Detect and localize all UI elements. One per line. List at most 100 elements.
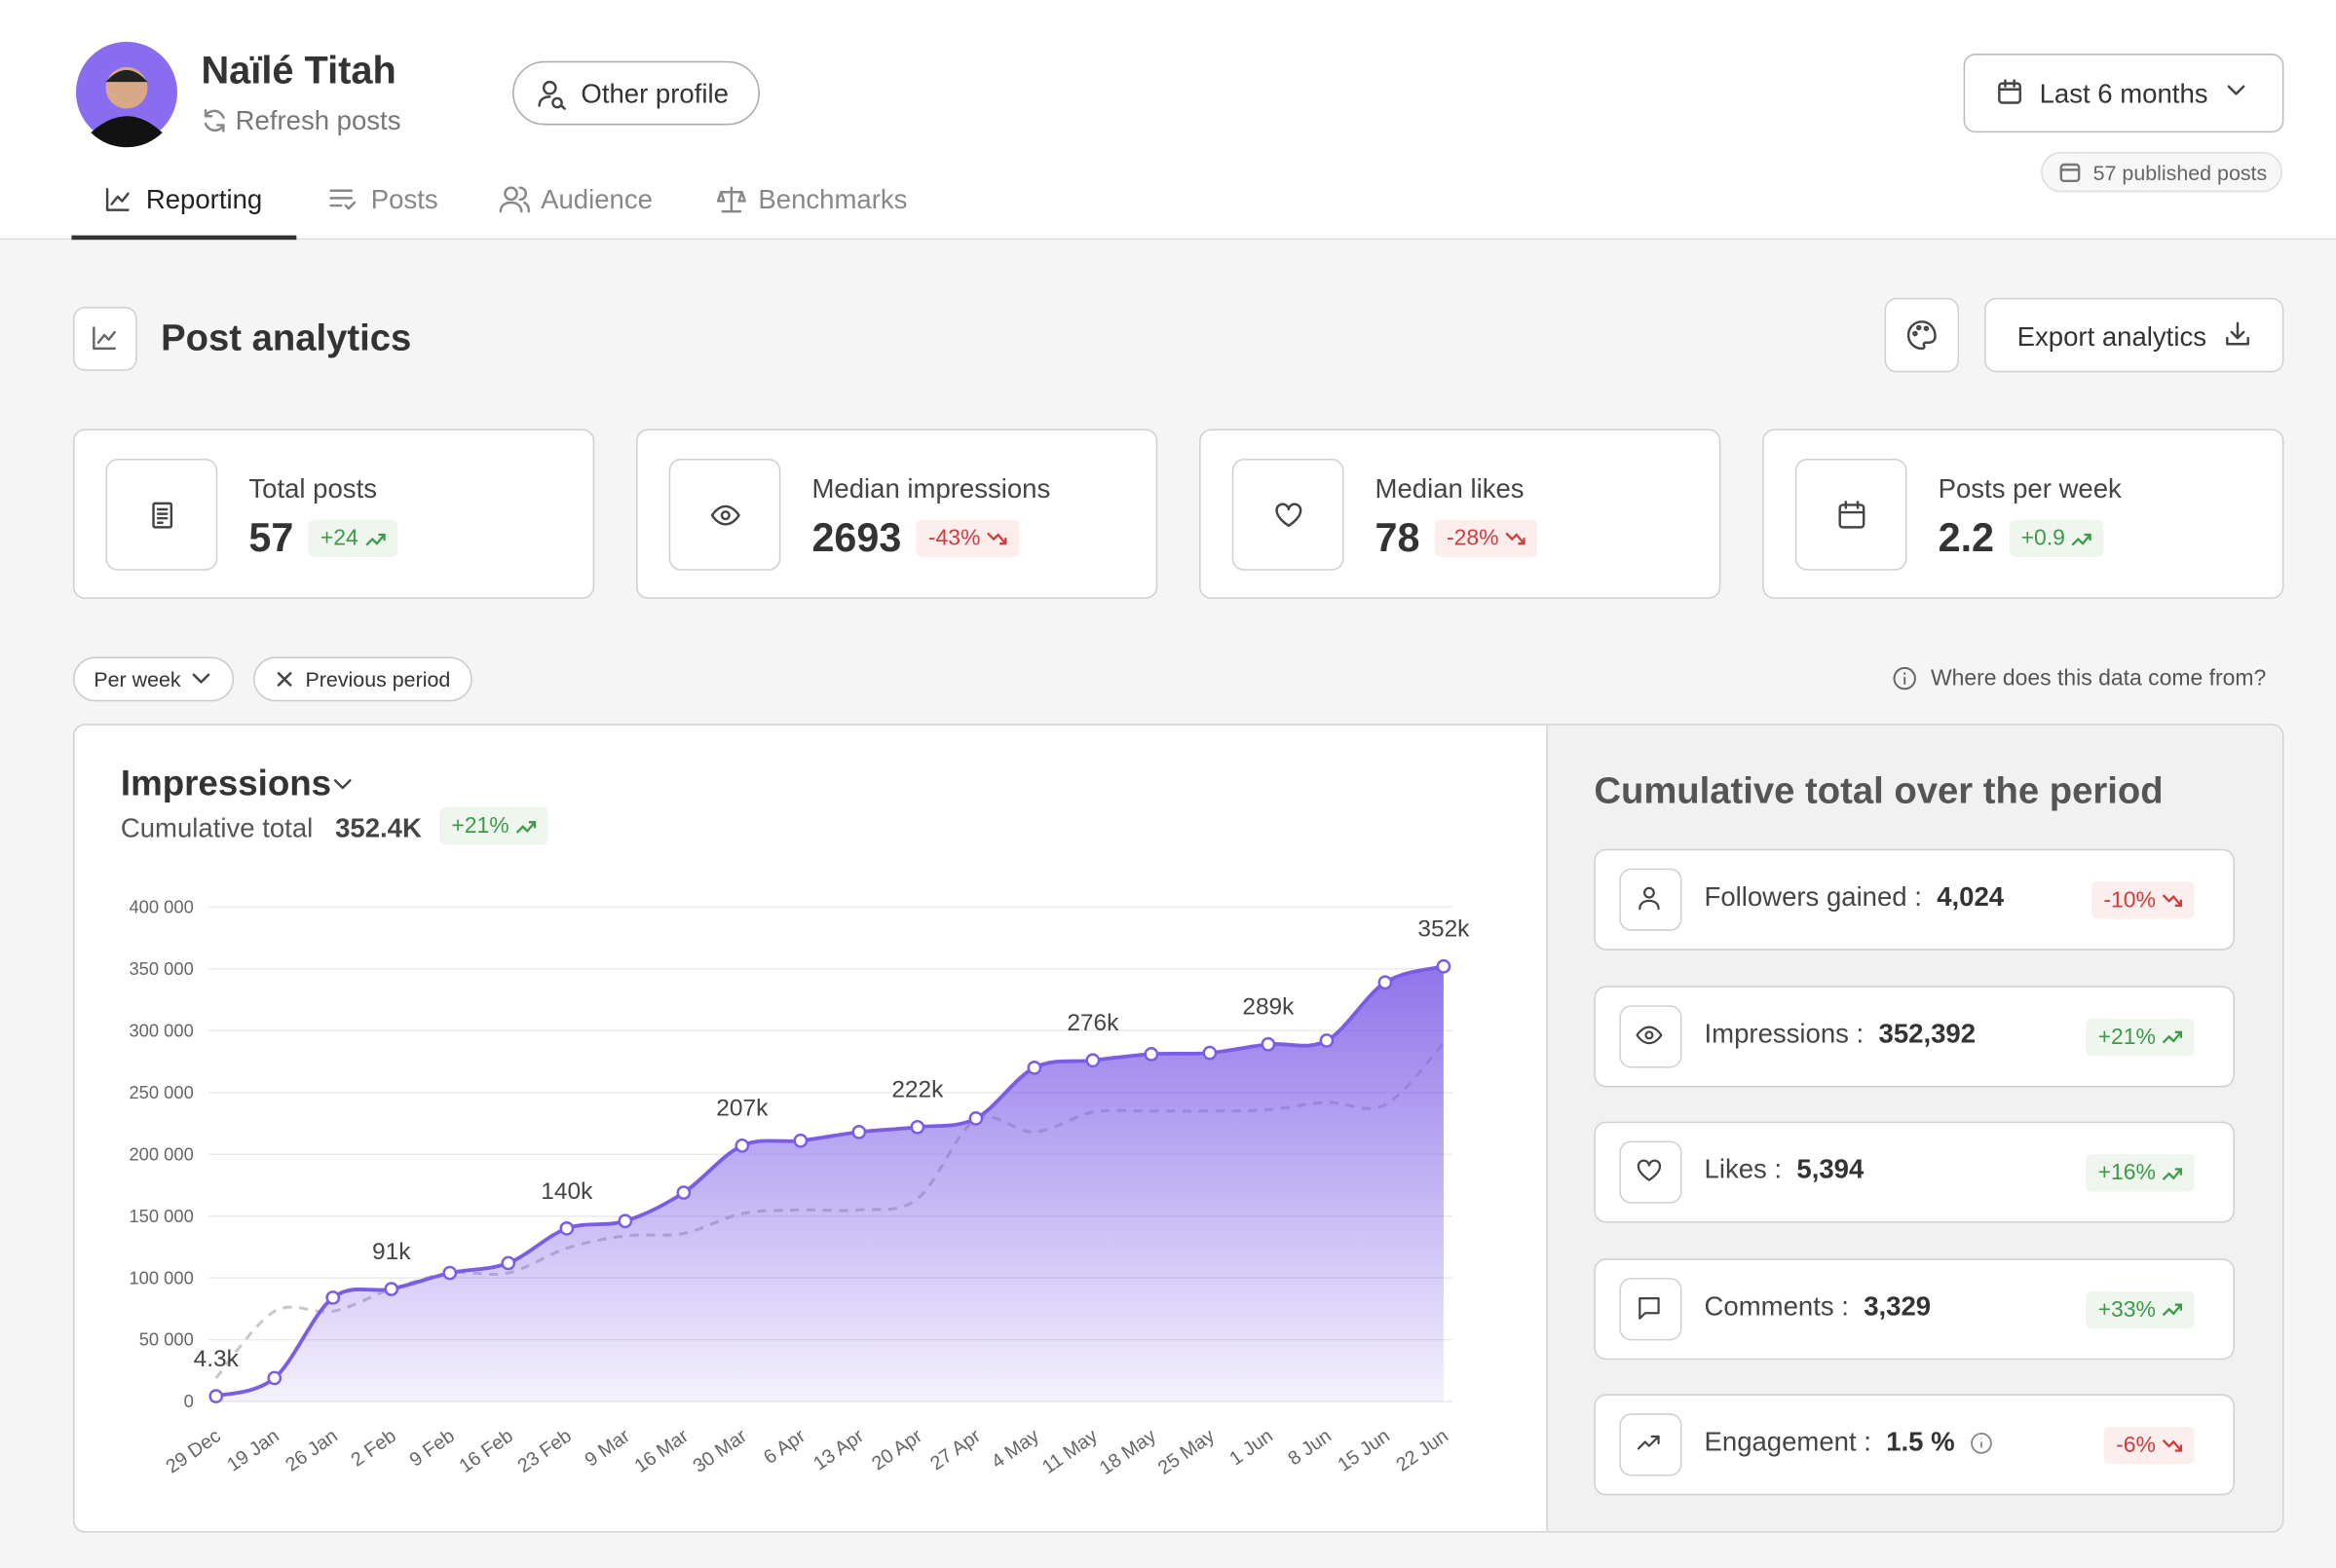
area <box>215 966 1444 1402</box>
kpi-value: 2.2 <box>1938 515 1995 561</box>
delta-value: -43% <box>927 525 981 551</box>
delta-value: -10% <box>2103 887 2156 914</box>
metric-row: Engagement : 1.5 % <box>1705 1428 1994 1459</box>
x-tick-label: 22 Jun <box>1392 1425 1452 1475</box>
palette-button[interactable] <box>1884 297 1960 373</box>
tab[interactable]: Benchmarks <box>758 184 908 215</box>
calendar-icon <box>2059 163 2081 183</box>
point <box>618 1213 633 1229</box>
tab[interactable]: Audience <box>541 184 653 215</box>
download-icon <box>2226 321 2249 346</box>
chart-icon <box>93 326 116 351</box>
delta-value: +21% <box>2097 1024 2156 1050</box>
point <box>1144 1047 1159 1062</box>
period-dropdown[interactable] <box>1963 54 2284 133</box>
x-tick-label: 9 Feb <box>406 1425 459 1471</box>
metric-icon <box>1639 886 1660 911</box>
point <box>1436 958 1451 974</box>
top-bar <box>0 0 2336 241</box>
posts-icon <box>329 189 357 210</box>
x-tick-label: 1 Jun <box>1225 1425 1276 1470</box>
trend-arrow <box>2071 533 2092 545</box>
kpi-label: Median likes <box>1375 473 1525 504</box>
metric-value: 3,329 <box>1864 1290 1932 1322</box>
y-tick-label: 100 000 <box>129 1267 193 1288</box>
delta-pill: -6% <box>2103 1427 2195 1465</box>
kpi-row: 57 +24 <box>248 515 397 561</box>
delta-pill: +16% <box>2086 1154 2195 1192</box>
delta-pill: +24 <box>308 519 397 557</box>
y-tick-label: 300 000 <box>129 1020 193 1040</box>
y-tick-label: 250 000 <box>129 1082 193 1102</box>
data-label: 289k <box>1242 994 1295 1021</box>
trend-arrow <box>1505 531 1526 544</box>
trend-arrow <box>364 533 385 545</box>
y-tick-label: 50 000 <box>139 1329 194 1350</box>
export-label: Export analytics <box>2016 321 2206 352</box>
y-tick-label: 150 000 <box>129 1206 193 1226</box>
metric-delta-wrap: +21% <box>2086 1018 2195 1056</box>
delta-pill: +21% <box>2086 1018 2195 1056</box>
filter-label: Previous period <box>305 667 451 691</box>
kpi-icon <box>710 504 740 526</box>
point <box>968 1111 984 1126</box>
data-label: 91k <box>372 1239 411 1265</box>
trend-arrow <box>2162 1030 2183 1044</box>
metric-delta-wrap: +33% <box>2086 1290 2195 1328</box>
point <box>1027 1061 1042 1075</box>
trend-arrow <box>987 531 1007 544</box>
tab[interactable]: Reporting <box>145 184 263 215</box>
point <box>910 1119 925 1135</box>
delta-value: +0.9 <box>2020 525 2065 551</box>
metric-label: Engagement : <box>1704 1427 1871 1458</box>
info-icon <box>1971 1432 1992 1454</box>
active-tab-underline <box>71 235 297 241</box>
x-tick-label: 9 Mar <box>582 1425 635 1471</box>
data-label: 140k <box>541 1178 593 1205</box>
metric-icon <box>1637 1159 1662 1182</box>
metric-delta-wrap: -6% <box>2103 1427 2195 1465</box>
published-pill <box>2041 151 2282 193</box>
metric-value: 1.5 % <box>1886 1427 1955 1458</box>
tab[interactable]: Posts <box>370 184 438 215</box>
benchmarks-icon <box>716 186 746 213</box>
filter-label: Per week <box>94 667 181 691</box>
x-tick-label: 23 Feb <box>513 1425 575 1477</box>
kpi-row: 78 -28% <box>1375 515 1538 561</box>
previous-period-filter[interactable] <box>252 656 472 702</box>
period-label: Last 6 months <box>2039 79 2208 109</box>
profile-icon <box>538 80 566 110</box>
y-tick-label: 200 000 <box>129 1143 193 1164</box>
trend-arrow <box>515 820 536 833</box>
refresh-posts[interactable]: Refresh posts <box>235 105 401 136</box>
point <box>1261 1036 1276 1052</box>
delta-pill: -43% <box>916 519 1020 557</box>
kpi-icon-box <box>668 459 781 571</box>
metric-icon-box <box>1619 1277 1682 1341</box>
point <box>1202 1045 1218 1061</box>
avatar[interactable] <box>73 40 180 148</box>
metric-label: Impressions : <box>1704 1018 1865 1049</box>
kpi-value: 57 <box>248 515 294 561</box>
metric-icon-box <box>1619 1140 1682 1204</box>
per-week-filter[interactable] <box>72 656 235 702</box>
info-link[interactable]: Where does this data come from? <box>1930 665 2267 691</box>
delta-value: -6% <box>2116 1433 2156 1459</box>
kpi-value: 78 <box>1375 515 1420 561</box>
kpi-label: Posts per week <box>1938 473 2122 504</box>
delta-value: -28% <box>1447 525 1499 551</box>
kpi-label: Total posts <box>248 473 377 504</box>
chart-title[interactable]: Impressions <box>120 764 332 804</box>
kpi-row: 2.2 +0.9 <box>1939 515 2104 561</box>
x-tick-label: 29 Dec <box>163 1425 225 1477</box>
chart-total: 352.4K <box>335 812 422 843</box>
data-label: 276k <box>1067 1010 1119 1036</box>
point <box>676 1185 692 1200</box>
x-tick-label: 13 Apr <box>810 1425 868 1475</box>
metric-icon <box>1639 1296 1660 1320</box>
kpi-icon <box>1838 501 1865 529</box>
x-tick-label: 25 May <box>1154 1425 1219 1478</box>
y-tick-label: 400 000 <box>129 896 193 916</box>
